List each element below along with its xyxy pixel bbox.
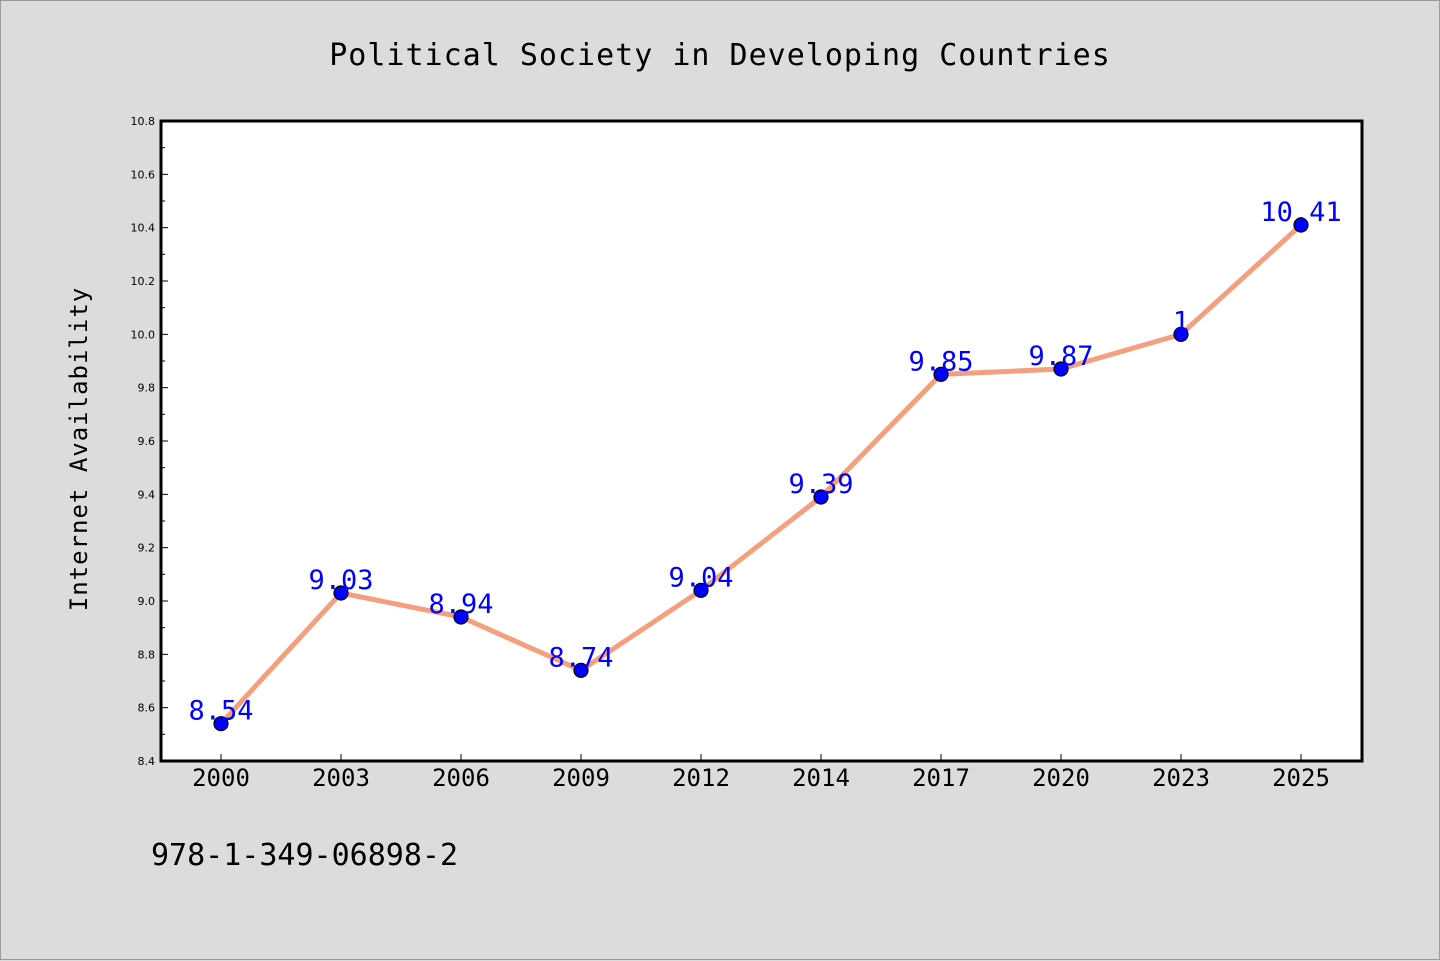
- data-point: [693, 582, 709, 598]
- y-axis-label: Internet Availability: [65, 287, 93, 611]
- y-tick-label: 9.6: [138, 435, 156, 448]
- data-point: [333, 585, 349, 601]
- data-label: 10.41: [1260, 197, 1341, 228]
- y-tick-label: 9.4: [138, 488, 156, 501]
- data-label: 8.94: [428, 589, 493, 620]
- data-label: 9.87: [1028, 341, 1093, 372]
- data-label: 9.39: [788, 469, 853, 500]
- data-point: [813, 489, 829, 505]
- x-tick-label: 2000: [192, 764, 250, 792]
- x-tick-label: 2012: [672, 764, 730, 792]
- data-point: [1293, 217, 1309, 233]
- y-tick-label: 10.0: [131, 328, 156, 341]
- plot-frame: [159, 119, 1364, 763]
- data-point: [453, 609, 469, 625]
- data-label: 9.85: [908, 346, 973, 377]
- data-label: 9.03: [308, 565, 373, 596]
- data-label: 1: [1173, 306, 1189, 337]
- x-tick-label: 2020: [1032, 764, 1090, 792]
- y-tick-label: 10.6: [131, 168, 156, 181]
- y-tick-label: 8.4: [138, 755, 156, 768]
- x-axis: 2000 2003 2006 2009 2012 2014 2017 2020 2023 2025: [192, 754, 1330, 792]
- x-tick-label: 2023: [1152, 764, 1210, 792]
- y-tick-label: 9.0: [138, 595, 156, 608]
- data-label: 9.04: [668, 562, 733, 593]
- data-point: [933, 366, 949, 382]
- data-point: [1173, 326, 1189, 342]
- y-tick-label: 10.8: [131, 115, 156, 128]
- x-tick-label: 2017: [912, 764, 970, 792]
- plot-area: [161, 121, 1362, 761]
- chart-title: Political Society in Developing Countrie…: [329, 38, 1111, 73]
- x-tick-label: 2009: [552, 764, 610, 792]
- x-tick-label: 2014: [792, 764, 850, 792]
- data-point: [1053, 361, 1069, 377]
- y-tick-label: 8.8: [138, 648, 156, 661]
- y-axis: 8.4 8.6 8.8 9.0 9.2 9.4 9.6 9.8 10.0 10.2 10.4 10.6…: [131, 115, 168, 768]
- series-line: [218, 222, 1304, 727]
- x-tick-label: 2003: [312, 764, 370, 792]
- x-tick-label: 2006: [432, 764, 490, 792]
- x-tick-label: 2025: [1272, 764, 1330, 792]
- data-label: 8.74: [548, 642, 613, 673]
- series-group: 8.54 9.03 8.94 8.74 9.04 9.39 9.85 9.87 1 10.41: [188, 197, 1342, 732]
- data-label: 8.54: [188, 696, 253, 727]
- y-tick-label: 9.8: [138, 382, 156, 395]
- y-tick-label: 10.4: [131, 222, 156, 235]
- data-point: [573, 662, 589, 678]
- footnote-isbn: 978-1-349-06898-2: [151, 838, 458, 873]
- y-tick-label: 8.6: [138, 702, 156, 715]
- y-tick-label: 10.2: [131, 275, 156, 288]
- data-point: [213, 716, 229, 732]
- y-tick-label: 9.2: [138, 542, 156, 555]
